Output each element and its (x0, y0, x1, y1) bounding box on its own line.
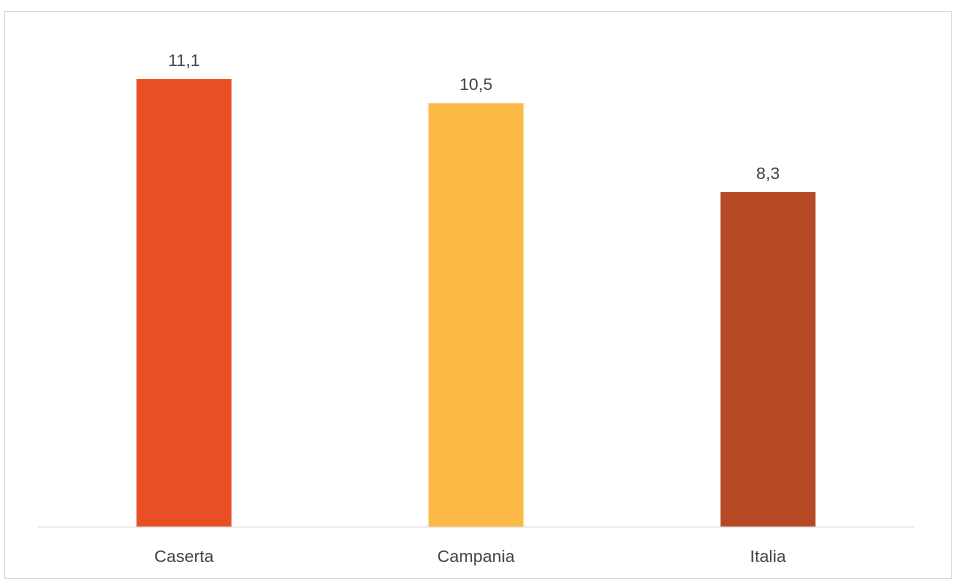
bar-italia (720, 192, 816, 527)
bar-caserta (136, 79, 232, 527)
bars-layer (136, 79, 816, 527)
data-label-campania: 10,5 (459, 75, 492, 94)
x-tick-label-italia: Italia (750, 547, 786, 566)
data-label-italia: 8,3 (756, 164, 780, 183)
x-tick-label-caserta: Caserta (154, 547, 214, 566)
labels-layer: 11,1 Caserta 10,5 Campania 8,3 Italia (154, 51, 786, 566)
data-label-caserta: 11,1 (168, 51, 200, 70)
bar-campania (428, 103, 524, 527)
x-tick-label-campania: Campania (437, 547, 515, 566)
